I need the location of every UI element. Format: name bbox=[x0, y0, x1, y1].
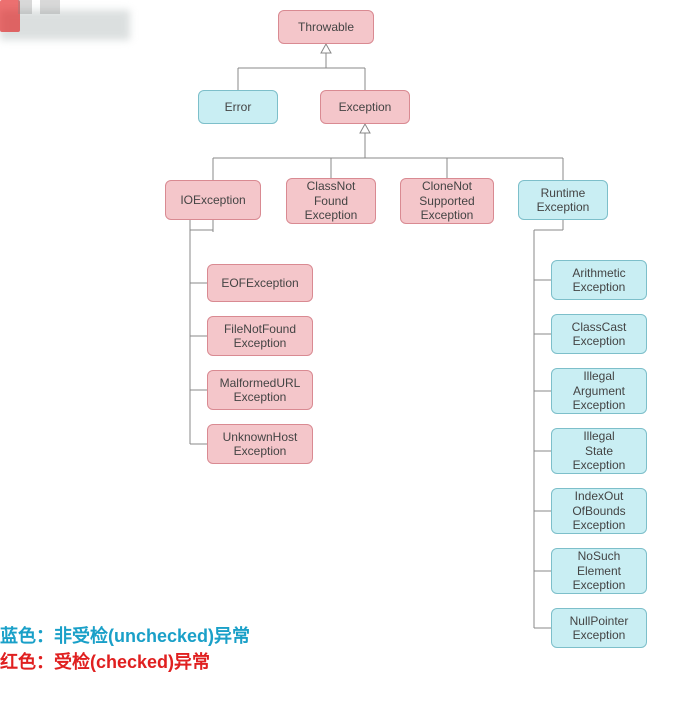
node-runtime: RuntimeException bbox=[518, 180, 608, 220]
node-illegalarg: IllegalArgumentException bbox=[551, 368, 647, 414]
legend-line-0: 蓝色：非受检(unchecked)异常 bbox=[0, 622, 250, 648]
node-clonenot: CloneNotSupportedException bbox=[400, 178, 494, 224]
pixel-block bbox=[18, 0, 32, 14]
node-classnotfound: ClassNotFoundException bbox=[286, 178, 376, 224]
node-classcast: ClassCastException bbox=[551, 314, 647, 354]
node-illegalstate: IllegalStateException bbox=[551, 428, 647, 474]
pixel-block bbox=[40, 0, 60, 14]
node-ioexception: IOException bbox=[165, 180, 261, 220]
node-indexoob: IndexOutOfBoundsException bbox=[551, 488, 647, 534]
node-nullpointer: NullPointerException bbox=[551, 608, 647, 648]
node-eof: EOFException bbox=[207, 264, 313, 302]
node-error: Error bbox=[198, 90, 278, 124]
node-malformed: MalformedURLException bbox=[207, 370, 313, 410]
node-filenotfound: FileNotFoundException bbox=[207, 316, 313, 356]
node-unknownhost: UnknownHostException bbox=[207, 424, 313, 464]
watermark-red-bar bbox=[0, 0, 20, 32]
node-throwable: Throwable bbox=[278, 10, 374, 44]
node-exception: Exception bbox=[320, 90, 410, 124]
node-arithmetic: ArithmeticException bbox=[551, 260, 647, 300]
node-nosuchelem: NoSuchElementException bbox=[551, 548, 647, 594]
legend-line-1: 红色：受检(checked)异常 bbox=[0, 648, 210, 674]
